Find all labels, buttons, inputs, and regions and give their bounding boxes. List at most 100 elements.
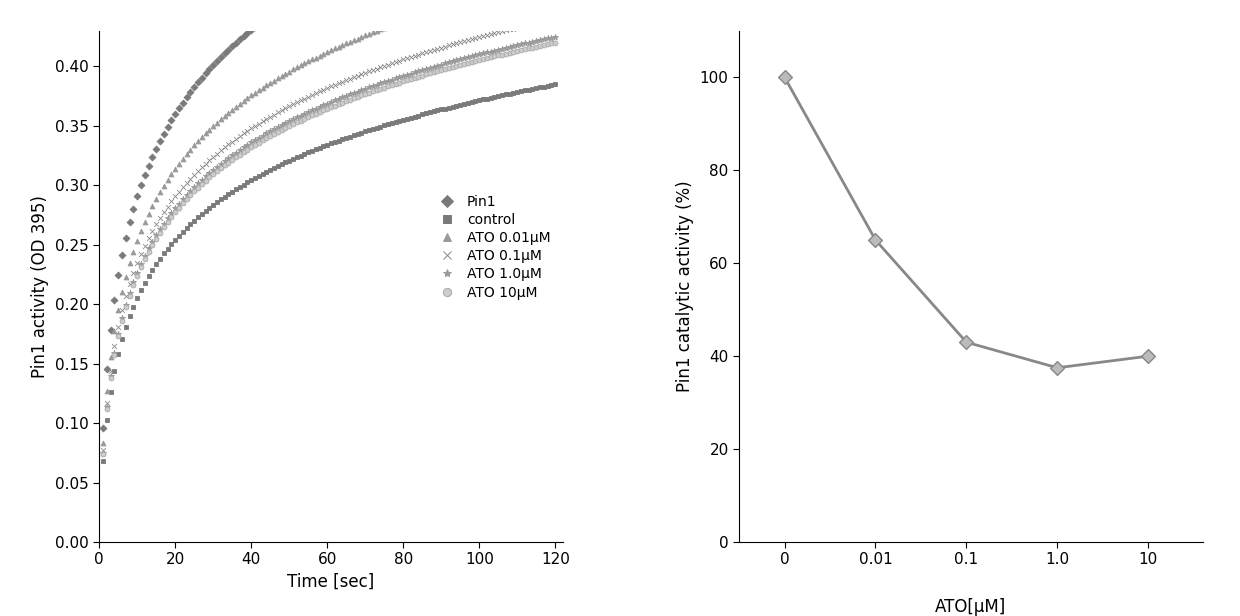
ATO 1.0μM	[481, 47, 501, 57]
ATO 0.1μM	[408, 50, 428, 60]
ATO 0.1μM	[93, 445, 113, 455]
ATO 10μM	[526, 42, 546, 52]
ATO 1.0μM	[515, 38, 534, 48]
ATO 0.1μM	[401, 52, 420, 62]
control	[397, 114, 417, 124]
ATO 0.1μM	[306, 88, 326, 98]
ATO 10μM	[238, 145, 258, 155]
control	[393, 115, 413, 124]
ATO 1.0μM	[507, 40, 527, 50]
control	[470, 95, 490, 105]
control	[181, 219, 201, 229]
control	[511, 86, 531, 96]
ATO 0.1μM	[481, 30, 501, 39]
Pin1	[226, 38, 246, 47]
ATO 1.0μM	[496, 43, 516, 53]
Pin1	[120, 217, 140, 227]
control	[371, 121, 391, 131]
ATO 0.01μM	[474, 0, 494, 1]
control	[283, 154, 303, 164]
Pin1	[139, 161, 159, 171]
ATO 0.01μM	[374, 23, 394, 33]
ATO 0.1μM	[332, 77, 352, 87]
control	[238, 177, 258, 187]
ATO 10μM	[93, 449, 113, 459]
ATO 10μM	[112, 316, 131, 326]
Pin1	[196, 68, 216, 78]
ATO 0.1μM	[124, 268, 144, 278]
ATO 0.1μM	[169, 187, 188, 197]
control	[112, 334, 131, 344]
control	[443, 102, 463, 111]
ATO 0.1μM	[108, 322, 128, 331]
ATO 0.01μM	[176, 149, 196, 159]
ATO 10μM	[246, 140, 265, 150]
control	[542, 80, 562, 90]
ATO 1.0μM	[165, 203, 185, 213]
ATO 0.01μM	[181, 145, 201, 155]
control	[474, 94, 494, 104]
Pin1	[185, 82, 205, 92]
Y-axis label: Pin1 activity (OD 395): Pin1 activity (OD 395)	[31, 195, 50, 378]
ATO 10μM	[522, 43, 542, 52]
ATO 1.0μM	[420, 63, 440, 73]
ATO 0.01μM	[128, 236, 148, 246]
ATO 0.01μM	[317, 47, 337, 57]
ATO 10μM	[146, 234, 166, 244]
ATO 0.01μM	[207, 118, 227, 128]
ATO 0.01μM	[229, 99, 249, 108]
ATO 0.01μM	[401, 14, 420, 23]
ATO 1.0μM	[124, 277, 144, 287]
ATO 0.1μM	[518, 20, 538, 30]
ATO 10μM	[196, 176, 216, 185]
Pin1	[222, 41, 242, 51]
ATO 10μM	[518, 44, 538, 54]
ATO 10μM	[489, 51, 508, 60]
ATO 10μM	[150, 228, 170, 238]
ATO 0.1μM	[272, 105, 291, 115]
ATO 1.0μM	[233, 142, 253, 152]
ATO 0.1μM	[329, 78, 348, 88]
control	[325, 137, 345, 147]
ATO 0.1μM	[489, 27, 508, 37]
control	[450, 100, 470, 110]
Pin1	[143, 152, 162, 161]
ATO 10μM	[404, 73, 424, 83]
ATO 10μM	[356, 89, 376, 99]
control	[428, 105, 448, 115]
control	[124, 302, 144, 312]
ATO 0.1μM	[321, 81, 341, 91]
control	[260, 165, 280, 175]
ATO 1.0μM	[268, 122, 288, 132]
ATO 10μM	[108, 331, 128, 341]
ATO 0.01μM	[279, 67, 299, 76]
ATO 0.01μM	[367, 26, 387, 36]
ATO 0.01μM	[347, 34, 367, 44]
ATO 0.01μM	[340, 37, 360, 47]
ATO 0.1μM	[386, 57, 405, 67]
ATO 0.1μM	[500, 25, 520, 34]
ATO 0.01μM	[238, 93, 258, 103]
ATO 0.01μM	[139, 209, 159, 219]
ATO 1.0μM	[310, 102, 330, 111]
ATO 10μM	[382, 80, 402, 90]
control	[310, 143, 330, 153]
Pin1	[200, 64, 219, 74]
control	[131, 285, 151, 295]
ATO 0.1μM	[257, 114, 277, 124]
ATO 10μM	[229, 150, 249, 160]
ATO 0.01μM	[200, 125, 219, 135]
ATO 0.1μM	[146, 219, 166, 229]
ATO 10μM	[222, 155, 242, 164]
ATO 0.01μM	[461, 0, 481, 4]
ATO 10μM	[511, 45, 531, 55]
ATO 0.1μM	[303, 90, 322, 100]
ATO 10μM	[393, 76, 413, 86]
ATO 0.1μM	[161, 197, 181, 206]
ATO 1.0μM	[542, 33, 562, 43]
ATO 0.01μM	[97, 386, 117, 396]
control	[356, 126, 376, 136]
ATO 1.0μM	[257, 128, 277, 138]
Pin1	[100, 325, 120, 334]
control	[172, 227, 192, 237]
